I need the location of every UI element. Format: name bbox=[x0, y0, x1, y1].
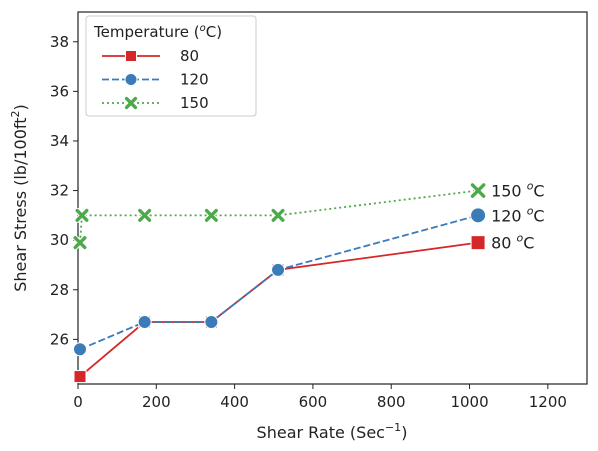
end-label-120: 120 oC bbox=[491, 204, 545, 225]
x-tick-label: 800 bbox=[377, 393, 406, 411]
y-tick-label: 34 bbox=[50, 132, 69, 150]
legend-entries: 80 120 150 bbox=[102, 47, 209, 112]
data-point-120 bbox=[72, 342, 87, 357]
data-point-80 bbox=[470, 235, 486, 251]
x-tick-label: 600 bbox=[299, 393, 328, 411]
data-point-150 bbox=[74, 207, 90, 223]
end-label-main: 80 bbox=[491, 234, 516, 253]
data-point-120 bbox=[271, 262, 286, 277]
y-tick-label: 36 bbox=[50, 82, 69, 100]
end-label-sup: o bbox=[527, 204, 534, 217]
data-point-150 bbox=[137, 207, 153, 223]
end-label-end: C bbox=[523, 234, 534, 253]
series-80 bbox=[73, 235, 486, 384]
legend-title: Temperature (oC) bbox=[93, 23, 222, 41]
data-point-150 bbox=[270, 207, 286, 223]
legend-box bbox=[85, 15, 257, 117]
legend-title-sup: o bbox=[200, 23, 206, 34]
legend-entry-150: 150 bbox=[102, 94, 209, 112]
y-axis-title: Shear Stress (lb/100ft2) bbox=[9, 104, 30, 292]
y-axis-ticks: 26 28 30 32 34 36 38 bbox=[50, 33, 78, 348]
series-line-80 bbox=[79, 241, 479, 378]
y-tick-label: 26 bbox=[50, 330, 69, 348]
end-label-end: C bbox=[533, 206, 544, 225]
x-tick-label: 200 bbox=[142, 393, 171, 411]
x-tick-label: 0 bbox=[73, 393, 83, 411]
legend-title-end: C) bbox=[206, 23, 222, 41]
end-label-main: 150 bbox=[491, 182, 527, 201]
data-point-150 bbox=[469, 182, 487, 199]
y-axis-title-main: Shear Stress (lb/100ft bbox=[11, 117, 30, 291]
y-axis-title-sup: 2 bbox=[9, 110, 22, 117]
y-axis-title-end: ) bbox=[11, 104, 30, 110]
legend-label: 120 bbox=[180, 71, 209, 89]
y-tick-label: 30 bbox=[50, 231, 69, 249]
plot-frame bbox=[77, 11, 588, 385]
data-point-150 bbox=[203, 207, 219, 223]
y-tick-label: 38 bbox=[50, 33, 69, 51]
series-150 bbox=[72, 182, 487, 251]
data-point-120 bbox=[470, 207, 487, 224]
legend-title-main: Temperature ( bbox=[93, 23, 200, 41]
x-tick-label: 400 bbox=[220, 393, 249, 411]
data-point-120 bbox=[137, 315, 152, 329]
legend-marker bbox=[124, 73, 138, 86]
legend-marker bbox=[125, 50, 137, 62]
x-tick-label: 1200 bbox=[529, 393, 567, 411]
legend-marker bbox=[123, 95, 139, 111]
series-line-120 bbox=[79, 214, 479, 351]
legend: Temperature (oC) 80 120 150 bbox=[85, 15, 257, 117]
x-tick-label: 1000 bbox=[450, 393, 488, 411]
end-label-main: 120 bbox=[491, 206, 527, 225]
x-axis-title: Shear Rate (Sec−1) bbox=[257, 421, 408, 442]
end-label-sup: o bbox=[517, 232, 524, 245]
y-tick-label: 28 bbox=[50, 281, 69, 299]
y-tick-label: 32 bbox=[50, 182, 69, 200]
legend-entry-120: 120 bbox=[102, 71, 209, 89]
series-120 bbox=[72, 207, 487, 357]
legend-entry-80: 80 bbox=[102, 47, 199, 65]
legend-label: 80 bbox=[180, 47, 199, 65]
legend-label: 150 bbox=[180, 94, 209, 112]
end-label-end: C bbox=[533, 182, 544, 201]
data-point-150 bbox=[72, 235, 88, 251]
x-axis-title-sup: −1 bbox=[385, 421, 401, 434]
data-point-120 bbox=[204, 315, 219, 329]
x-axis-title-end: ) bbox=[401, 423, 407, 442]
x-axis-ticks: 0 200 400 600 800 1000 1200 bbox=[73, 384, 567, 411]
series-layer bbox=[72, 182, 487, 384]
series-line-150 bbox=[79, 189, 479, 243]
end-label-150: 150 oC bbox=[491, 180, 545, 201]
data-point-80 bbox=[73, 370, 87, 384]
x-axis-title-main: Shear Rate (Sec bbox=[257, 423, 385, 442]
end-label-80: 80 oC bbox=[491, 232, 534, 253]
end-label-sup: o bbox=[527, 180, 534, 193]
